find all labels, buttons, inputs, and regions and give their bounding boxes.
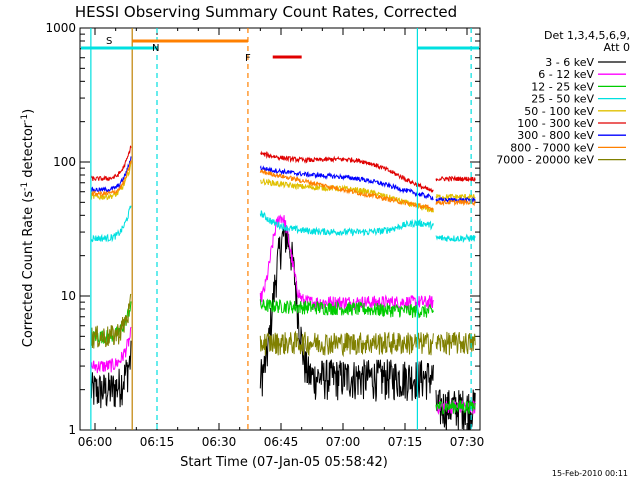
y-axis-label-sup1: -1 — [20, 182, 30, 191]
series-line-6 — [90, 145, 476, 194]
plot-frame — [79, 27, 481, 431]
legend-label-7: 300 - 800 keV — [517, 129, 594, 142]
legend-label-1: 3 - 6 keV — [545, 56, 594, 69]
y-axis-label-sup2: -1 — [20, 114, 30, 123]
x-axis-label: Start Time (07-Jan-05 05:58:42) — [180, 455, 388, 470]
x-tick-label-2: 06:30 — [202, 435, 237, 449]
x-tick-label-6: 07:30 — [450, 435, 485, 449]
legend-header-1: Det 1,3,4,5,6,9, — [544, 29, 630, 42]
y-tick-label-1: 10 — [61, 289, 76, 303]
plot-area: 06:00 06:15 06:30 06:45 07:00 07:15 07:30 1 10 10… — [45, 21, 484, 449]
legend-label-9: 7000 - 20000 keV — [496, 154, 594, 167]
y-axis-label-end: ) — [21, 109, 36, 114]
y-axis-label: Corrected Count Rate (s-1 detector-1) — [20, 109, 36, 347]
flag-label-f: F — [245, 53, 251, 64]
y-axis-label-mid: detector — [21, 122, 36, 182]
series-line-7 — [90, 156, 476, 204]
legend-label-4: 25 - 50 keV — [531, 93, 594, 106]
legend-label-8: 800 - 7000 keV — [510, 141, 594, 154]
footer-date: 15-Feb-2010 00:11 — [552, 469, 628, 478]
legend-label-6: 100 - 300 keV — [517, 117, 594, 130]
flag-label-n: N — [152, 43, 159, 54]
legend-label-2: 6 - 12 keV — [538, 68, 594, 81]
series-line-8 — [90, 160, 476, 211]
y-tick-label-0: 1 — [68, 423, 76, 437]
y-tick-label-2: 100 — [53, 155, 76, 169]
x-tick-label-5: 07:15 — [388, 435, 423, 449]
legend-label-5: 50 - 100 keV — [524, 105, 594, 118]
y-tick-label-3: 1000 — [45, 21, 76, 35]
x-tick-label-3: 06:45 — [264, 435, 299, 449]
x-tick-label-1: 06:15 — [140, 435, 175, 449]
series-line-9 — [90, 293, 476, 358]
y-axis-label-main: Corrected Count Rate (s — [21, 191, 36, 348]
legend-header-2: Att 0 — [604, 41, 630, 54]
x-tick-label-0: 06:00 — [78, 435, 113, 449]
chart-title: HESSI Observing Summary Count Rates, Cor… — [75, 3, 457, 21]
legend-label-3: 12 - 25 keV — [531, 80, 594, 93]
flag-label-s: S — [106, 36, 112, 47]
x-tick-label-4: 07:00 — [326, 435, 361, 449]
series-line-4 — [90, 205, 476, 244]
